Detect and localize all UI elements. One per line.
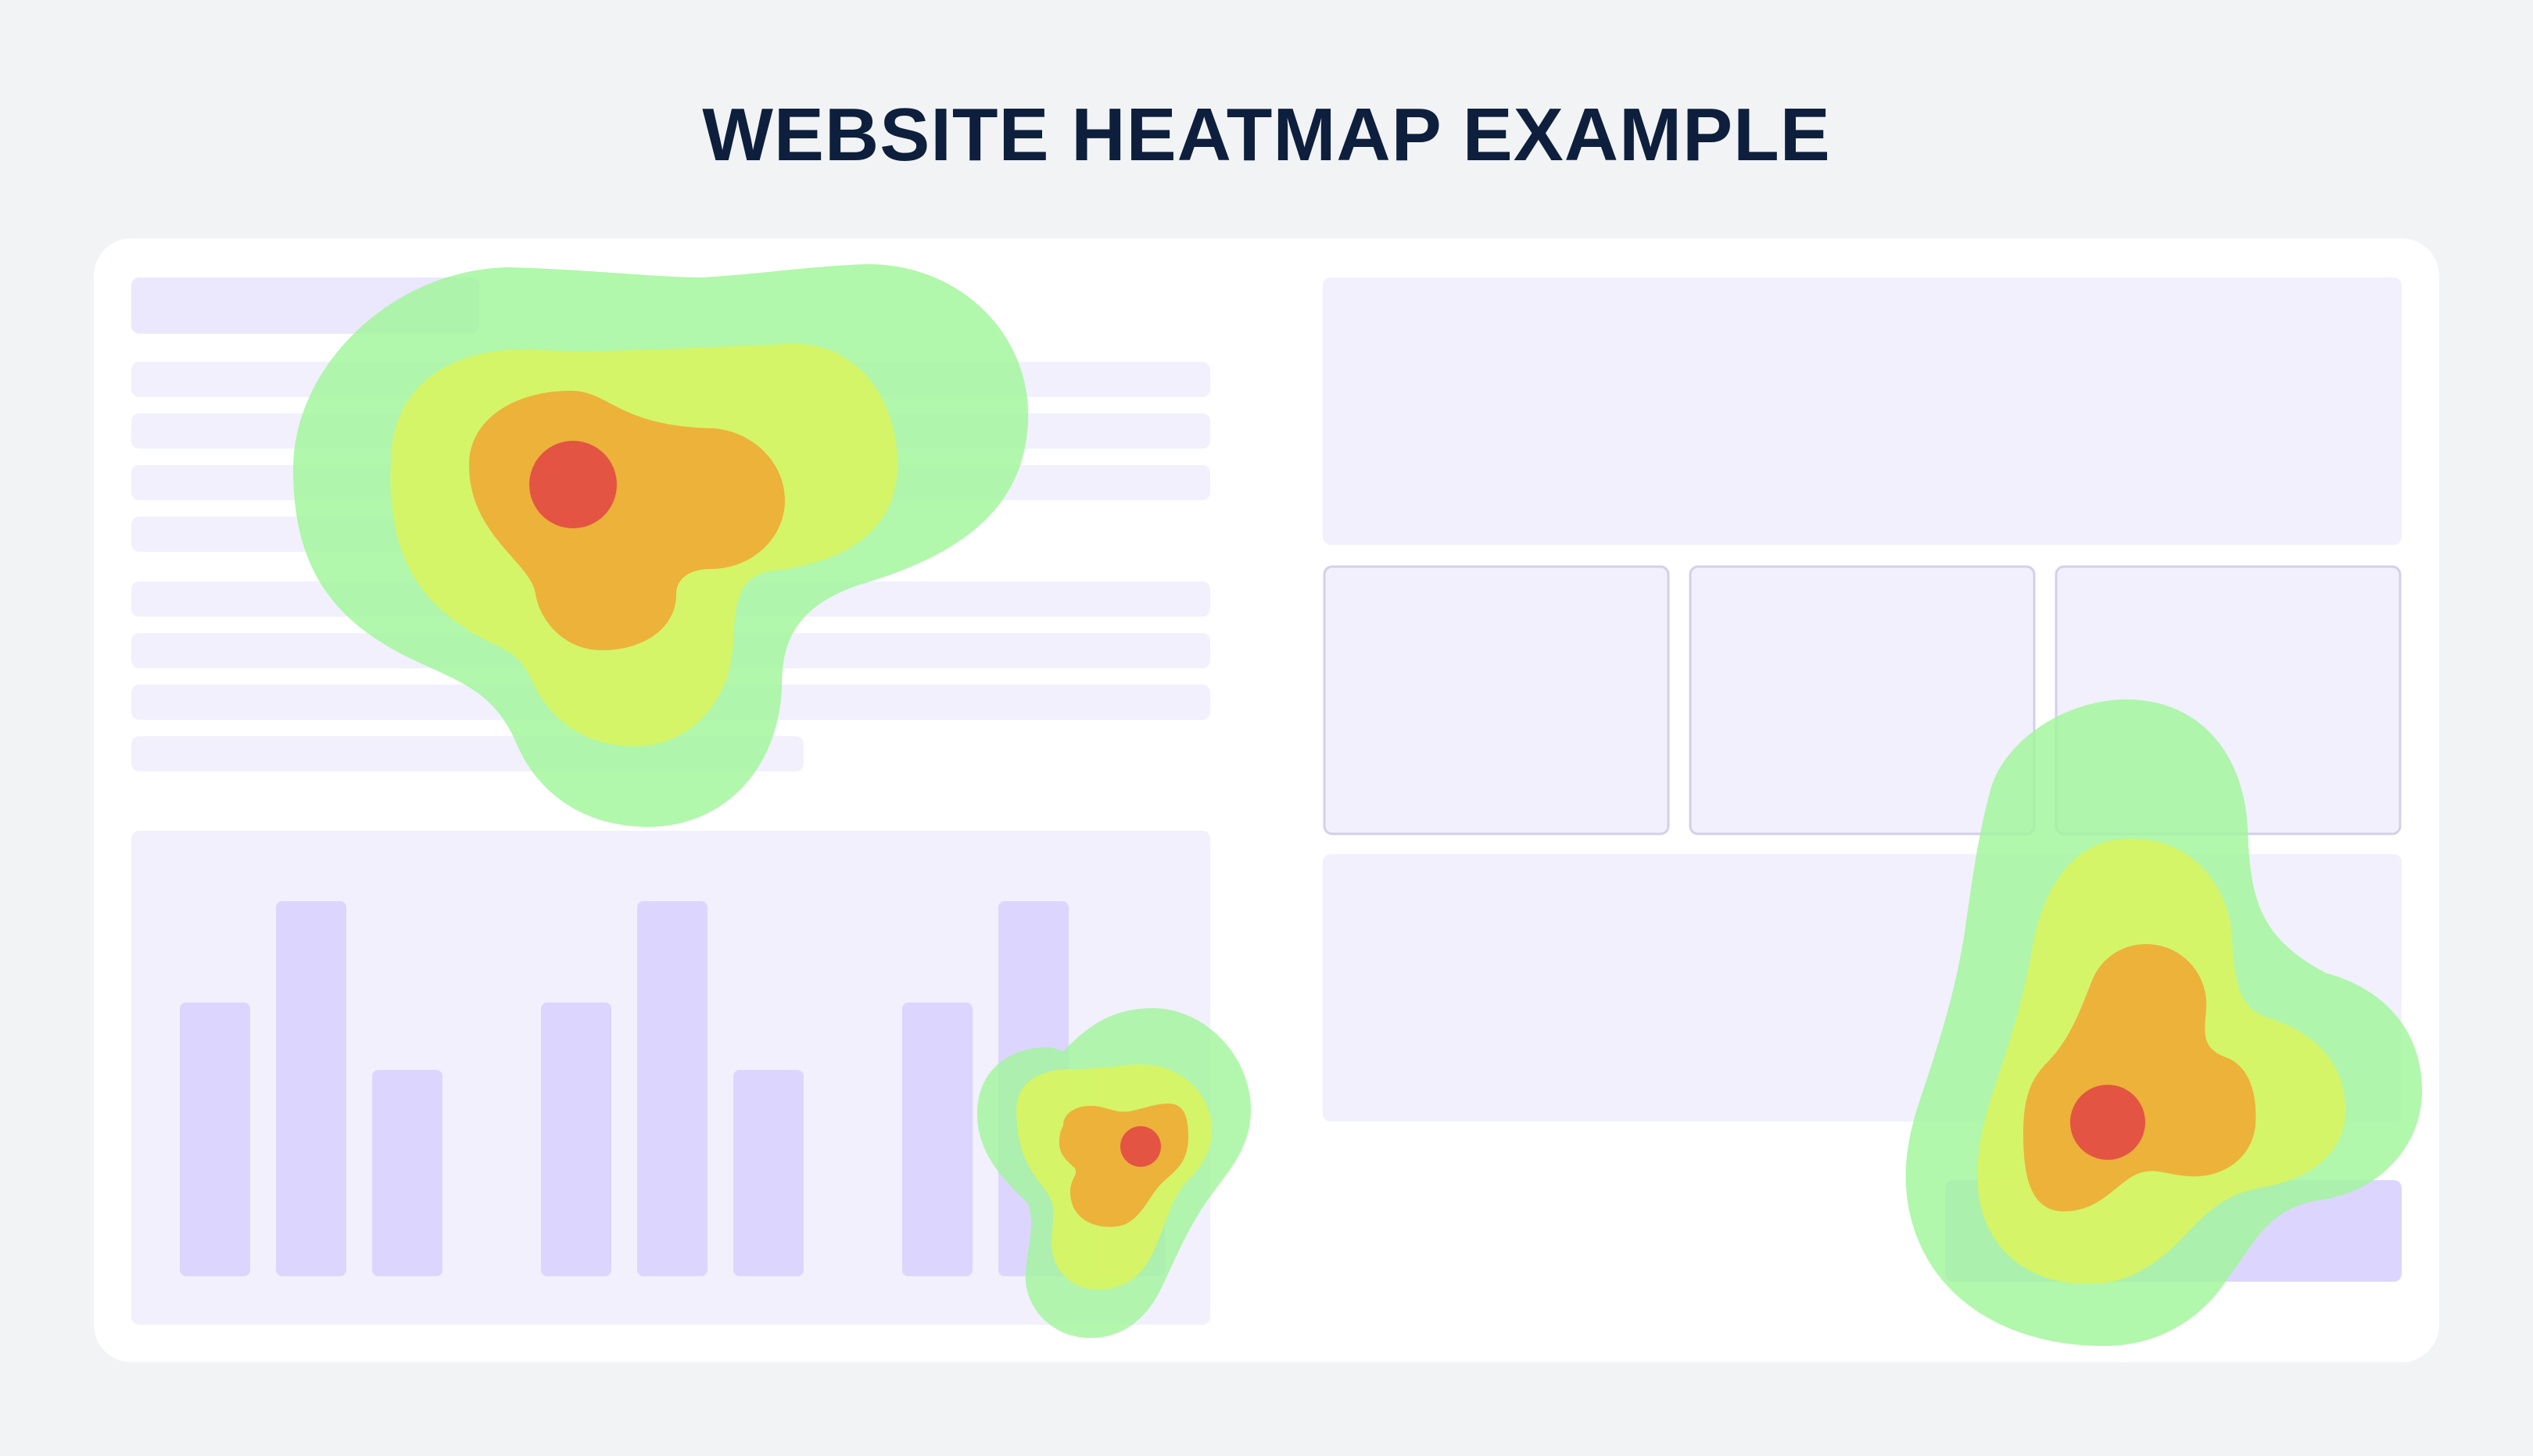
bar-chart-hotspot bbox=[977, 1008, 1251, 1338]
bottom-right-hotspot bbox=[1905, 699, 2423, 1347]
chart-bar bbox=[902, 1002, 973, 1276]
card-placeholder bbox=[1689, 565, 2036, 835]
bar-chart-bars bbox=[180, 901, 1165, 1276]
chart-bar bbox=[541, 1002, 611, 1276]
card-placeholder bbox=[1323, 565, 1670, 835]
hero-image-placeholder bbox=[1323, 277, 2402, 545]
chart-bar bbox=[637, 901, 708, 1276]
page-title: WEBSITE HEATMAP EXAMPLE bbox=[702, 93, 1831, 177]
text-block-hotspot bbox=[293, 264, 1029, 828]
heat-peak-zone bbox=[529, 441, 617, 528]
chart-bar bbox=[276, 901, 346, 1276]
heat-peak-zone bbox=[2070, 1085, 2145, 1160]
chart-bar bbox=[733, 1070, 804, 1276]
chart-bar bbox=[372, 1070, 442, 1276]
heat-peak-zone bbox=[1120, 1126, 1161, 1167]
chart-bar bbox=[180, 1002, 250, 1276]
